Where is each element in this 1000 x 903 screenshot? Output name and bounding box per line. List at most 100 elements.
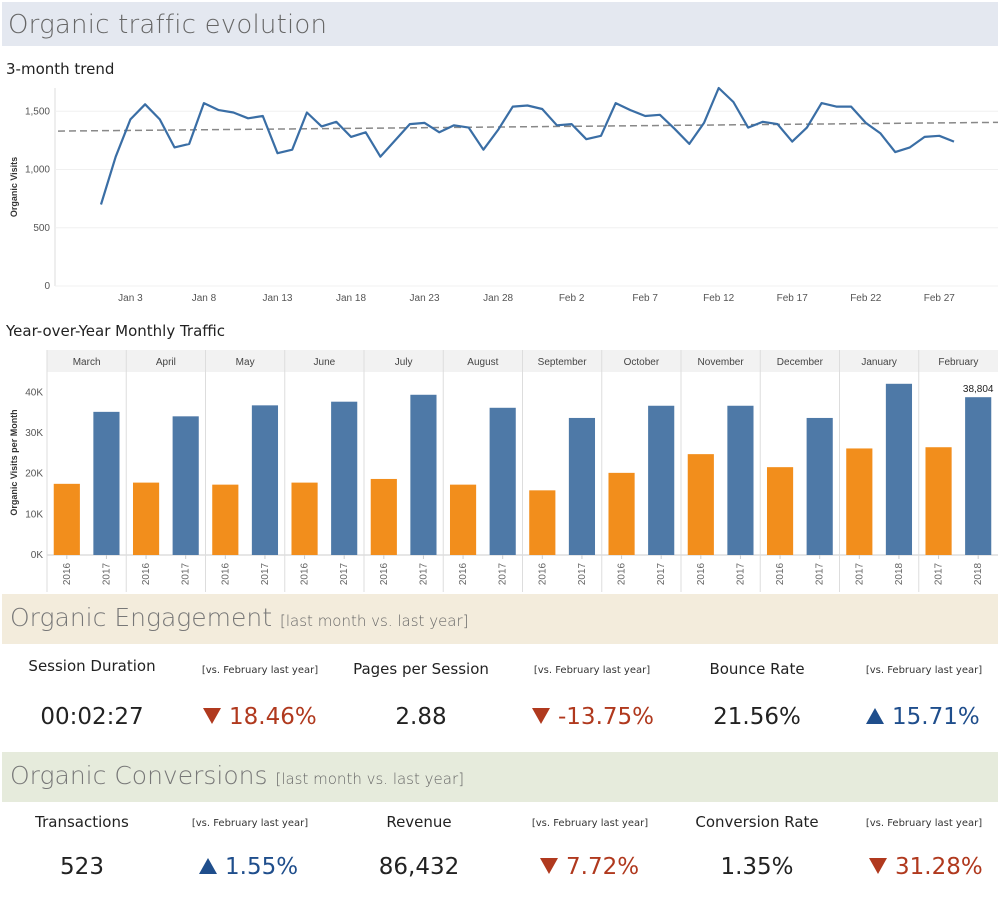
down-arrow-icon xyxy=(532,707,550,724)
year-tick-label: 2017 xyxy=(339,562,350,585)
bar xyxy=(687,454,714,555)
year-tick-label: 2017 xyxy=(577,562,588,585)
x-tick-label: Feb 27 xyxy=(924,293,956,304)
y-tick-label: 500 xyxy=(33,223,50,234)
page-title: Organic traffic evolution xyxy=(8,10,328,40)
bar xyxy=(172,416,199,555)
bounce-rate-change: 15.71% xyxy=(866,704,980,730)
year-tick-label: 2017 xyxy=(815,562,826,585)
bar xyxy=(331,401,358,555)
bar xyxy=(251,405,279,555)
x-tick-label: Feb 22 xyxy=(850,293,882,304)
year-tick-label: 2017 xyxy=(934,562,945,585)
year-tick-label: 2018 xyxy=(973,562,984,585)
revenue-value: 86,432 xyxy=(378,854,460,880)
year-tick-label: 2017 xyxy=(498,562,509,585)
bar xyxy=(291,482,318,555)
x-tick-label: Feb 12 xyxy=(703,293,735,304)
x-tick-label: Feb 7 xyxy=(632,293,658,304)
up-arrow-icon xyxy=(199,857,217,874)
conversions-band: Organic Conversions [last month vs. last… xyxy=(2,752,998,802)
bar xyxy=(846,448,873,555)
down-arrow-icon xyxy=(869,857,887,874)
year-tick-label: 2016 xyxy=(62,562,73,585)
session-duration-label: Session Duration xyxy=(28,657,156,675)
engagement-title: Organic Engagement xyxy=(10,603,273,632)
pages-per-session-label: Pages per Session xyxy=(353,660,489,678)
header-band: Organic traffic evolution xyxy=(2,2,998,46)
month-header-label: October xyxy=(624,357,660,368)
x-tick-label: Jan 3 xyxy=(118,293,143,304)
x-tick-label: Feb 17 xyxy=(777,293,809,304)
x-tick-label: Jan 18 xyxy=(336,293,366,304)
bar xyxy=(93,411,120,555)
transactions-change: 1.55% xyxy=(199,854,298,880)
year-tick-label: 2017 xyxy=(101,562,112,585)
conversion-rate-value: 1.35% xyxy=(720,854,794,880)
bar xyxy=(53,483,80,555)
yoy-chart: 0K 10K 20K 30K 40K Organic Visits per Month Ma… xyxy=(9,350,998,592)
y-tick-label: 20K xyxy=(25,469,43,480)
month-header-label: January xyxy=(861,357,897,368)
year-tick-label: 2016 xyxy=(141,562,152,585)
year-tick-label: 2016 xyxy=(537,562,548,585)
month-header-label: September xyxy=(538,357,588,368)
x-tick-label: Jan 23 xyxy=(410,293,440,304)
bar xyxy=(410,394,437,555)
conversion-rate-vs: [vs. February last year] xyxy=(865,818,983,829)
conversion-rate-label: Conversion Rate xyxy=(695,813,819,831)
pages-per-session-change-value: -13.75% xyxy=(558,704,654,730)
month-header-label: June xyxy=(314,357,336,368)
yoy-chart-title: Year-over-Year Monthly Traffic xyxy=(6,322,226,340)
year-tick-label: 2017 xyxy=(181,562,192,585)
bar xyxy=(965,397,992,555)
transactions-vs: [vs. February last year] xyxy=(191,818,309,829)
x-tick-label: Jan 28 xyxy=(483,293,513,304)
bar xyxy=(568,417,596,555)
conversion-rate-change-value: 31.28% xyxy=(895,854,983,880)
year-tick-label: 2016 xyxy=(617,562,628,585)
bounce-rate-change-value: 15.71% xyxy=(892,704,980,730)
year-tick-label: 2017 xyxy=(418,562,429,585)
bar xyxy=(132,482,160,555)
year-tick-label: 2016 xyxy=(379,562,390,585)
pages-per-session-change: -13.75% xyxy=(532,704,654,730)
session-duration-value: 00:02:27 xyxy=(40,704,144,730)
bar xyxy=(212,484,239,555)
month-header-label: July xyxy=(395,357,413,368)
y-tick-label: 0 xyxy=(44,281,50,292)
bar xyxy=(925,447,952,555)
revenue-change-value: 7.72% xyxy=(566,854,640,880)
year-tick-label: 2017 xyxy=(854,562,865,585)
year-tick-label: 2016 xyxy=(458,562,469,585)
down-arrow-icon xyxy=(203,707,221,724)
y-tick-label: 1,000 xyxy=(25,165,50,176)
bar xyxy=(608,472,635,555)
transactions-change-value: 1.55% xyxy=(225,854,299,880)
pages-per-session-vs: [vs. February last year] xyxy=(533,665,651,676)
bounce-rate-value: 21.56% xyxy=(713,704,801,730)
bar xyxy=(370,478,397,555)
bar xyxy=(489,407,516,555)
month-header-label: February xyxy=(938,357,978,368)
year-tick-label: 2018 xyxy=(894,562,905,585)
year-tick-label: 2016 xyxy=(220,562,231,585)
month-header-label: December xyxy=(777,357,824,368)
transactions-label: Transactions xyxy=(35,813,129,831)
y-tick-label: 1,500 xyxy=(25,106,50,117)
year-tick-label: 2016 xyxy=(300,562,311,585)
x-tick-label: Jan 13 xyxy=(262,293,292,304)
conversions-title: Organic Conversions xyxy=(10,761,268,790)
month-header-label: March xyxy=(73,357,101,368)
session-duration-change: 18.46% xyxy=(203,704,317,730)
month-header-label: August xyxy=(467,357,498,368)
year-tick-label: 2017 xyxy=(260,562,271,585)
month-header-label: April xyxy=(156,357,176,368)
bar xyxy=(885,383,913,555)
bar xyxy=(449,484,477,555)
up-arrow-icon xyxy=(866,707,884,724)
conversions-subtitle: [last month vs. last year] xyxy=(275,770,464,788)
session-duration-change-value: 18.46% xyxy=(229,704,317,730)
y-tick-label: 40K xyxy=(25,387,43,398)
y-tick-label: 0K xyxy=(31,550,44,561)
